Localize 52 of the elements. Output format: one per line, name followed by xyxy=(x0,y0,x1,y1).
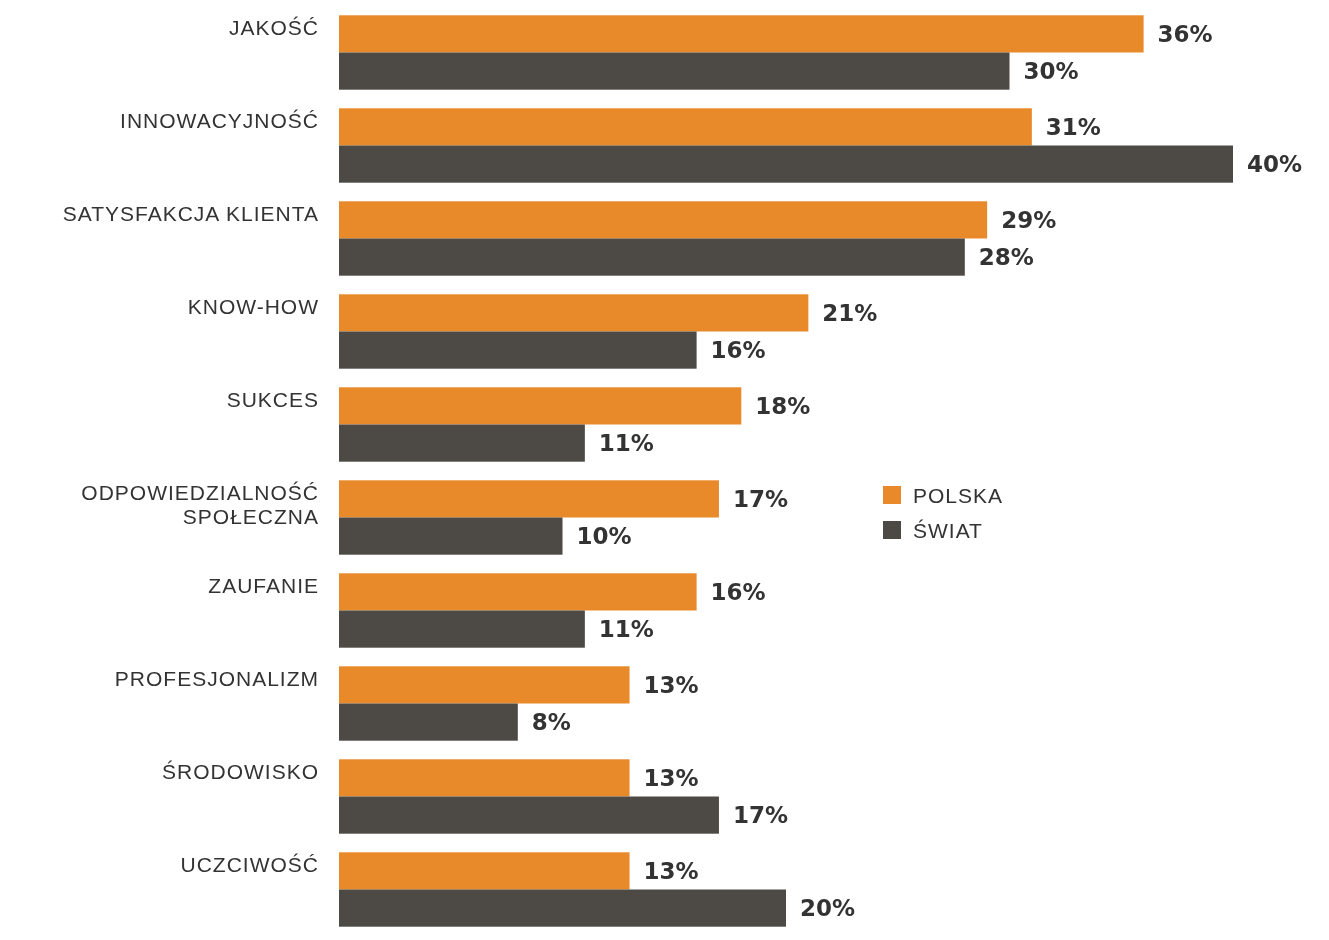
y-tick-label: SUKCES xyxy=(226,388,319,412)
data-label: 16% xyxy=(710,337,766,364)
y-tick-label: KNOW-HOW xyxy=(187,295,319,319)
bar xyxy=(339,238,965,276)
bar xyxy=(339,424,585,462)
bar xyxy=(339,852,630,890)
y-tick-label: PROFESJONALIZM xyxy=(114,667,319,691)
bar xyxy=(339,610,585,648)
y-tick-label: INNOWACYJNOŚĆ xyxy=(120,109,319,133)
bar xyxy=(339,703,518,741)
data-label: 16% xyxy=(710,578,766,605)
legend-label: ŚWIAT xyxy=(913,518,983,542)
data-label: 10% xyxy=(576,523,632,550)
bar xyxy=(339,108,1032,146)
bar xyxy=(339,759,630,797)
bar xyxy=(339,294,809,332)
y-tick-label: ODPOWIEDZIALNOŚĆ SPOŁECZNA xyxy=(81,481,319,529)
y-tick-label: ZAUFANIE xyxy=(208,574,319,598)
bar xyxy=(339,796,719,834)
data-label: 29% xyxy=(1001,206,1057,233)
bar xyxy=(339,52,1010,90)
data-label: 11% xyxy=(598,616,654,643)
bar xyxy=(339,573,697,611)
data-label: 31% xyxy=(1045,113,1101,140)
data-label: 11% xyxy=(598,430,654,457)
data-label: 30% xyxy=(1023,58,1079,85)
data-label: 40% xyxy=(1247,151,1303,178)
data-label: 28% xyxy=(978,244,1034,271)
bar xyxy=(339,331,697,369)
data-label: 21% xyxy=(822,299,878,326)
y-tick-label: JAKOŚĆ xyxy=(228,16,319,40)
bar xyxy=(339,889,786,927)
y-tick-label: ŚRODOWISKO xyxy=(161,760,319,784)
data-label: 36% xyxy=(1157,20,1213,47)
bar xyxy=(339,15,1144,53)
bar xyxy=(339,145,1233,183)
data-label: 18% xyxy=(755,392,811,419)
data-label: 13% xyxy=(643,764,699,791)
bar xyxy=(339,387,742,425)
legend-label: POLSKA xyxy=(913,483,1004,507)
data-label: 8% xyxy=(531,709,571,736)
bar xyxy=(339,480,719,518)
bar xyxy=(339,201,988,239)
data-label: 13% xyxy=(643,671,699,698)
data-label: 17% xyxy=(732,485,789,512)
y-tick-label: UCZCIWOŚĆ xyxy=(180,853,319,877)
data-label: 17% xyxy=(732,802,789,829)
bar xyxy=(339,666,630,704)
data-label: 13% xyxy=(643,857,699,884)
data-label: 20% xyxy=(800,895,856,922)
bar xyxy=(339,517,563,555)
y-tick-label: SATYSFAKCJA KLIENTA xyxy=(62,202,319,226)
